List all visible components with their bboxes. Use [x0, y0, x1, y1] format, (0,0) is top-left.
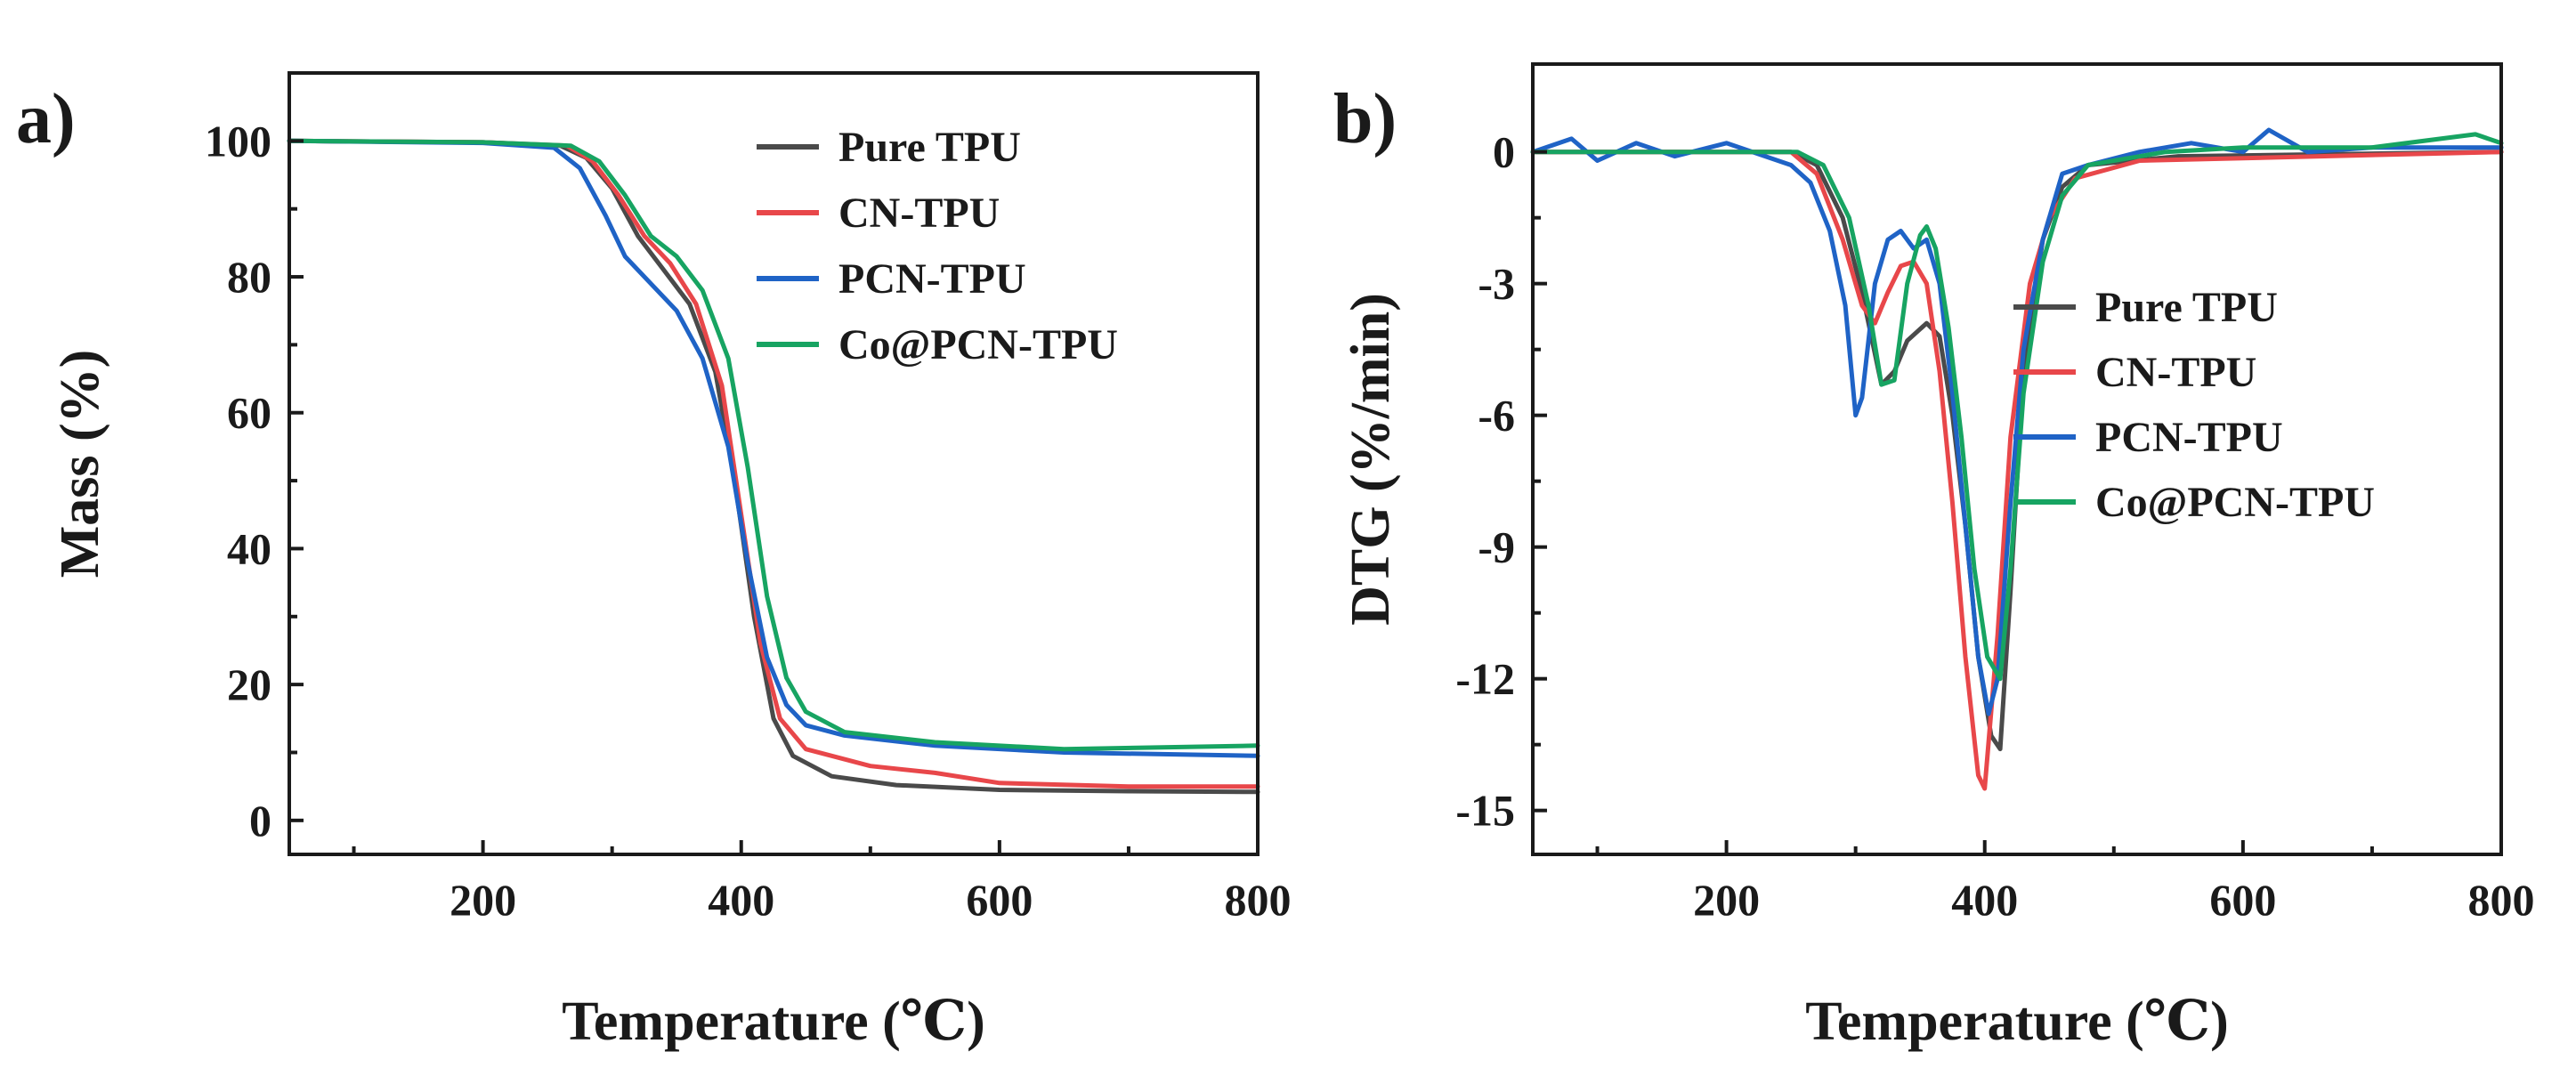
panel-b-legend: Pure TPU CN-TPU PCN-TPU Co@PCN-TPU — [2013, 284, 2375, 526]
legend-label: Co@PCN-TPU — [838, 321, 1118, 368]
panel-b-series-group — [1530, 127, 2504, 791]
series-line-co-pcn-tpu — [287, 138, 1260, 752]
y-tick-label: 100 — [205, 116, 271, 166]
panel-a-series-group — [287, 138, 1260, 795]
panel-a-legend: Pure TPU CN-TPU PCN-TPU Co@PCN-TPU — [757, 124, 1118, 368]
legend-label: PCN-TPU — [838, 255, 1026, 303]
panel-b-ticks: 200 400 600 800 0 -3 -6 -9 -12 -15 — [1455, 127, 2534, 925]
x-tick-label: 400 — [1951, 875, 2018, 925]
y-tick-label: -3 — [1478, 259, 1515, 309]
legend-label: CN-TPU — [838, 190, 1000, 237]
y-tick-label: 0 — [249, 796, 271, 845]
legend-label: Pure TPU — [838, 124, 1021, 171]
y-tick-label: 80 — [227, 252, 271, 302]
panel-a-tga-chart: a) 200 400 600 800 0 20 40 60 80 100 Pure TPU CN-T… — [16, 71, 1292, 1052]
panel-a-x-axis-title: Temperature (℃) — [562, 991, 984, 1052]
series-line-co-pcn-tpu — [1530, 132, 2504, 682]
legend-label: Pure TPU — [2095, 284, 2278, 331]
panel-a-label: a) — [16, 80, 76, 158]
x-tick-label: 600 — [2209, 875, 2276, 925]
series-line-cn-tpu — [287, 138, 1260, 789]
panel-a-y-axis-title: Mass (%) — [50, 350, 110, 578]
panel-b-plot-frame — [1531, 62, 2503, 856]
x-tick-label: 200 — [450, 875, 516, 925]
legend-label: CN-TPU — [2095, 349, 2256, 396]
panel-a-plot-frame — [288, 71, 1260, 856]
y-tick-label: 60 — [227, 388, 271, 438]
y-tick-label: -12 — [1455, 654, 1515, 704]
panel-b-dtg-chart: b) 200 400 600 800 0 -3 -6 -9 -12 -15 Pure TPU CN-… — [1333, 62, 2535, 1052]
y-tick-label: -9 — [1478, 522, 1515, 572]
y-tick-label: -15 — [1455, 786, 1515, 836]
panel-b-label: b) — [1333, 80, 1397, 158]
panel-a-ticks: 200 400 600 800 0 20 40 60 80 100 — [205, 116, 1292, 925]
y-tick-label: 40 — [227, 523, 271, 573]
x-tick-label: 800 — [2468, 875, 2535, 925]
panel-b-y-axis-title: DTG (%/min) — [1341, 293, 1401, 626]
y-tick-label: 0 — [1493, 127, 1515, 177]
series-line-pcn-tpu — [1530, 127, 2504, 716]
x-tick-label: 800 — [1225, 875, 1292, 925]
legend-label: PCN-TPU — [2095, 414, 2283, 461]
x-tick-label: 400 — [708, 875, 774, 925]
y-tick-label: -6 — [1478, 391, 1515, 441]
x-tick-label: 200 — [1693, 875, 1760, 925]
series-line-pcn-tpu — [287, 138, 1260, 758]
x-tick-label: 600 — [966, 875, 1033, 925]
legend-label: Co@PCN-TPU — [2095, 479, 2375, 526]
panel-b-x-axis-title: Temperature (℃) — [1805, 991, 2228, 1052]
y-tick-label: 20 — [227, 659, 271, 709]
